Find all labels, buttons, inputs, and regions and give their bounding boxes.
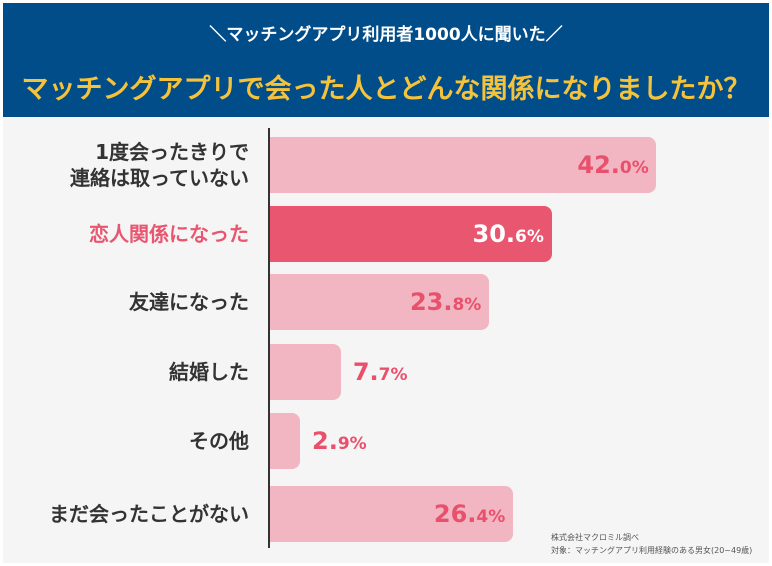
value-label: 7.7% [352, 358, 408, 386]
value-label: 2.9% [312, 427, 367, 455]
source-note: 株式会社マクロミル調べ [551, 533, 639, 542]
value-label: 30.6% [472, 220, 544, 248]
category-label: 友達になった [129, 290, 249, 314]
category-label: まだ会ったことがない [49, 502, 249, 526]
header-subtitle: ＼マッチングアプリ利用者1000人に聞いた／ [209, 25, 563, 45]
bar [270, 274, 489, 330]
value-label: 23.8% [409, 288, 482, 316]
y-axis-line [268, 128, 270, 548]
bar [270, 413, 300, 469]
bar [270, 206, 552, 262]
value-label: 26.4% [433, 500, 506, 528]
infographic: ＼マッチングアプリ利用者1000人に聞いた／ マッチングアプリで会った人とどんな… [3, 3, 769, 563]
category-label: 1度会ったきりで 連絡は取っていない [70, 140, 249, 190]
header: ＼マッチングアプリ利用者1000人に聞いた／ マッチングアプリで会った人とどんな… [3, 3, 769, 117]
category-label: 恋人関係になった [89, 222, 249, 246]
bar [270, 486, 513, 542]
footnote: 株式会社マクロミル調べ 対象：マッチングアプリ利用経験のある男女(20~49歳) [551, 531, 752, 557]
value-label: 42.0% [577, 151, 649, 179]
category-label: その他 [189, 429, 249, 453]
category-label: 結婚した [169, 360, 249, 384]
target-note: 対象：マッチングアプリ利用経験のある男女(20~49歳) [551, 546, 753, 555]
bar [270, 137, 657, 193]
bar [270, 344, 341, 400]
chart-title: マッチングアプリで会った人とどんな関係になりましたか？ [21, 74, 751, 105]
